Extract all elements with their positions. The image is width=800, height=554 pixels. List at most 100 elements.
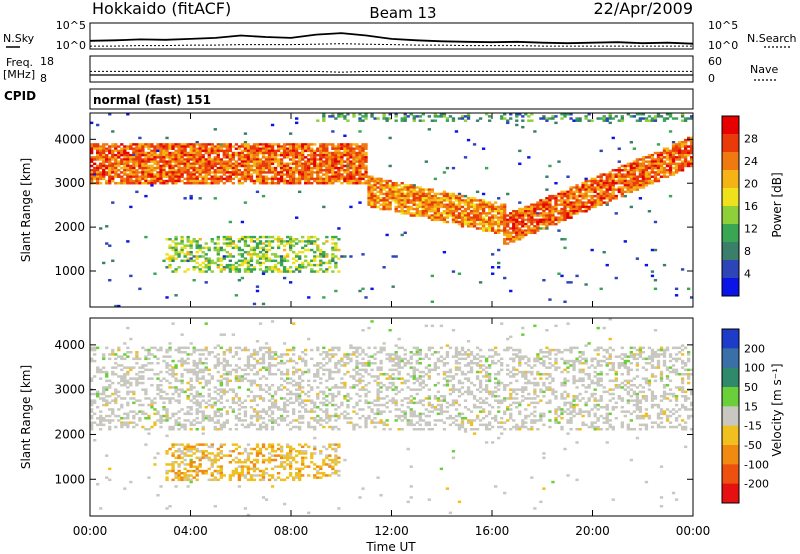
heatmap-cell <box>578 194 582 198</box>
heatmap-cell <box>391 190 395 194</box>
heatmap-cell <box>415 199 419 202</box>
heatmap-cell <box>237 179 242 183</box>
heatmap-cell <box>602 173 606 176</box>
heatmap-cell <box>243 259 248 263</box>
heatmap-cell <box>412 188 416 191</box>
heatmap-cell <box>240 276 245 280</box>
heatmap-cell <box>165 469 169 473</box>
heatmap-cell <box>207 151 211 155</box>
heatmap-cell <box>261 375 266 378</box>
heatmap-cell <box>180 359 184 363</box>
heatmap-cell <box>165 238 169 241</box>
heatmap-cell <box>352 175 356 178</box>
heatmap-cell <box>147 151 151 155</box>
heatmap-cell <box>466 214 471 217</box>
heatmap-cell <box>285 423 290 427</box>
heatmap-cell <box>255 255 260 258</box>
heatmap-cell <box>192 476 196 479</box>
heatmap-cell <box>189 240 193 243</box>
heatmap-cell <box>219 169 223 172</box>
heatmap-cell <box>129 421 133 424</box>
heatmap-cell <box>267 386 272 389</box>
heatmap-cell <box>319 160 323 163</box>
heatmap-cell <box>524 205 528 209</box>
heatmap-cell <box>285 392 290 396</box>
heatmap-cell <box>234 147 239 150</box>
heatmap-cell <box>183 476 187 479</box>
heatmap-cell <box>144 194 148 198</box>
heatmap-cell <box>361 162 365 166</box>
heatmap-cell <box>689 136 694 140</box>
heatmap-cell <box>183 458 187 462</box>
heatmap-cell <box>325 158 329 161</box>
heatmap-cell <box>93 439 97 442</box>
heatmap-cell <box>298 384 302 387</box>
heatmap-cell <box>334 160 338 163</box>
heatmap-cell <box>596 117 600 120</box>
heatmap-cell <box>168 368 172 372</box>
heatmap-cell <box>683 160 688 163</box>
heatmap-cell <box>108 421 112 424</box>
heatmap-cell <box>412 207 416 211</box>
heatmap-cell <box>406 192 410 196</box>
heatmap-cell <box>644 119 649 122</box>
heatmap-cell <box>255 373 260 376</box>
heatmap-cell <box>500 229 504 232</box>
heatmap-cell <box>135 173 139 176</box>
heatmap-cell <box>421 113 425 116</box>
heatmap-cell <box>141 364 145 367</box>
heatmap-cell <box>180 450 184 453</box>
heatmap-cell <box>99 419 103 422</box>
heatmap-cell <box>216 399 220 402</box>
heatmap-cell <box>533 203 537 206</box>
heatmap-cell <box>285 162 290 166</box>
heatmap-cell <box>210 403 214 407</box>
heatmap-cell <box>159 143 163 146</box>
heatmap-cell <box>279 257 284 260</box>
heatmap-cell <box>503 203 507 206</box>
heatmap-cell <box>298 357 302 361</box>
heatmap-cell <box>563 201 567 204</box>
power-heatmap <box>90 113 694 308</box>
heatmap-cell <box>677 149 682 153</box>
heatmap-cell <box>460 205 465 209</box>
heatmap-cell <box>246 244 251 247</box>
heatmap-cell <box>527 218 531 222</box>
heatmap-cell <box>183 177 187 181</box>
heatmap-cell <box>243 179 248 183</box>
heatmap-cell <box>445 212 450 215</box>
heatmap-cell <box>252 266 257 269</box>
heatmap-cell <box>469 201 474 204</box>
heatmap-cell <box>370 203 374 206</box>
heatmap-cell <box>457 194 462 198</box>
heatmap-cell <box>144 177 148 181</box>
heatmap-cell <box>475 190 480 194</box>
heatmap-cell <box>653 287 658 291</box>
heatmap-cell <box>231 397 236 400</box>
heatmap-cell <box>204 456 208 460</box>
heatmap-cell <box>219 145 223 148</box>
heatmap-cell <box>246 253 251 256</box>
heatmap-cell <box>319 156 323 159</box>
heatmap-cell <box>361 119 365 122</box>
nave-tick-top: 60 <box>708 55 722 68</box>
heatmap-cell <box>427 214 431 217</box>
heatmap-cell <box>177 401 181 405</box>
heatmap-cell <box>258 250 263 254</box>
heatmap-cell <box>216 250 220 254</box>
heatmap-cell <box>304 160 308 163</box>
heatmap-cell <box>255 246 260 250</box>
heatmap-cell <box>210 158 214 161</box>
heatmap-cell <box>279 147 284 150</box>
heatmap-cell <box>228 450 232 453</box>
heatmap-cell <box>255 474 260 477</box>
heatmap-cell <box>249 147 254 150</box>
heatmap-cell <box>171 463 175 466</box>
heatmap-cell <box>195 410 199 413</box>
heatmap-cell <box>159 395 163 398</box>
heatmap-cell <box>391 192 395 196</box>
heatmap-cell <box>494 220 498 224</box>
heatmap-cell <box>548 207 552 211</box>
heatmap-cell <box>292 151 296 155</box>
heatmap-cell <box>252 143 257 146</box>
